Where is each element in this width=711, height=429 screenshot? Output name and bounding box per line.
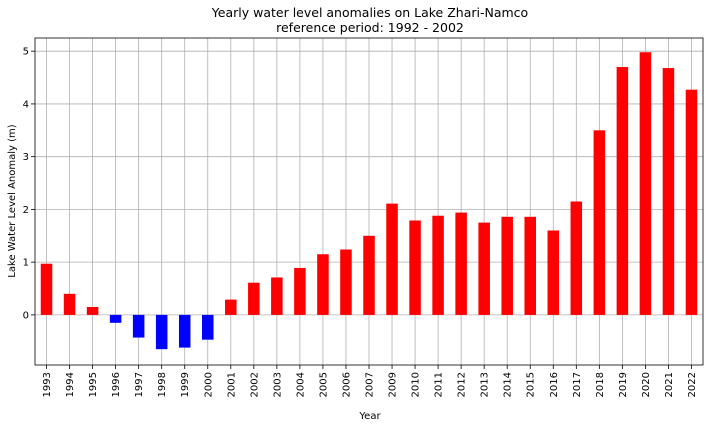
bar-2001 <box>225 299 237 315</box>
chart-subtitle: reference period: 1992 - 2002 <box>276 20 464 35</box>
x-axis-ticks: 1993 1994 1995 1996 1997 1998 1999 2000 2001 2002… <box>42 365 698 397</box>
x-tick-label: 2015 <box>526 372 537 397</box>
bar-2014 <box>501 216 513 315</box>
x-tick-label: 2017 <box>572 372 583 397</box>
x-tick-label: 1994 <box>65 372 76 397</box>
bar-2000 <box>202 314 214 340</box>
x-tick-label: 1993 <box>42 372 53 397</box>
bar-2015 <box>524 216 536 315</box>
x-tick-label: 2019 <box>618 372 629 397</box>
bar-2016 <box>547 230 560 315</box>
bar-2004 <box>294 267 306 315</box>
x-tick-label: 2001 <box>226 372 237 397</box>
x-tick-label: 1995 <box>88 372 99 397</box>
chart-title: Yearly water level anomalies on Lake Zha… <box>211 5 528 20</box>
x-axis-label: Year <box>358 411 381 422</box>
x-tick-label: 2007 <box>365 372 376 397</box>
bar-2018 <box>593 130 606 315</box>
bar-2003 <box>271 277 283 315</box>
y-tick-label: 2 <box>23 205 29 216</box>
y-tick-label: 5 <box>23 47 29 58</box>
bar-1999 <box>178 314 191 348</box>
bar-2007 <box>363 235 375 315</box>
bar-2019 <box>616 67 629 315</box>
x-tick-label: 2013 <box>480 372 491 397</box>
bar-2017 <box>570 201 583 315</box>
bar-1997 <box>132 314 145 338</box>
bar-2021 <box>662 68 675 315</box>
x-tick-label: 2000 <box>203 372 214 397</box>
bar-1996 <box>109 314 122 323</box>
x-tick-label: 1996 <box>111 372 122 397</box>
bar-1994 <box>63 293 76 315</box>
x-tick-label: 2016 <box>549 372 560 397</box>
x-tick-label: 2003 <box>272 372 283 397</box>
bar-1998 <box>155 314 168 350</box>
bar-1993 <box>40 263 53 315</box>
x-tick-label: 2018 <box>595 372 606 397</box>
x-tick-label: 2014 <box>503 372 514 397</box>
bar-2006 <box>340 249 352 315</box>
x-tick-label: 2010 <box>411 372 422 397</box>
y-tick-label: 3 <box>23 152 29 163</box>
y-tick-label: 1 <box>23 258 29 269</box>
x-tick-label: 2021 <box>664 372 675 397</box>
bar-2022 <box>685 89 698 315</box>
x-tick-label: 2004 <box>295 372 306 397</box>
x-tick-label: 2022 <box>687 372 698 397</box>
x-tick-label: 2020 <box>641 372 652 397</box>
x-tick-label: 2005 <box>318 372 329 397</box>
bar-2020 <box>639 52 652 315</box>
bar-2012 <box>455 212 467 315</box>
x-tick-label: 2011 <box>434 372 445 397</box>
x-tick-label: 2006 <box>341 372 352 397</box>
bar-2013 <box>478 222 490 315</box>
y-tick-label: 4 <box>23 99 29 110</box>
y-axis-ticks: 0 1 2 3 4 5 <box>23 47 35 321</box>
bar-2009 <box>386 203 398 315</box>
bar-2002 <box>248 282 260 315</box>
bar-1995 <box>86 306 99 315</box>
bar-2010 <box>409 220 421 315</box>
x-tick-label: 2012 <box>457 372 468 397</box>
bar-2005 <box>317 254 329 315</box>
bars <box>40 52 698 350</box>
x-tick-label: 2009 <box>388 372 399 397</box>
x-tick-label: 1999 <box>180 372 191 397</box>
y-tick-label: 0 <box>23 310 29 321</box>
y-axis-label: Lake Water Level Anomaly (m) <box>7 124 18 277</box>
x-tick-label: 1998 <box>157 372 168 397</box>
x-tick-label: 2002 <box>249 372 260 397</box>
bar-2011 <box>432 215 444 315</box>
x-tick-label: 1997 <box>134 372 145 397</box>
